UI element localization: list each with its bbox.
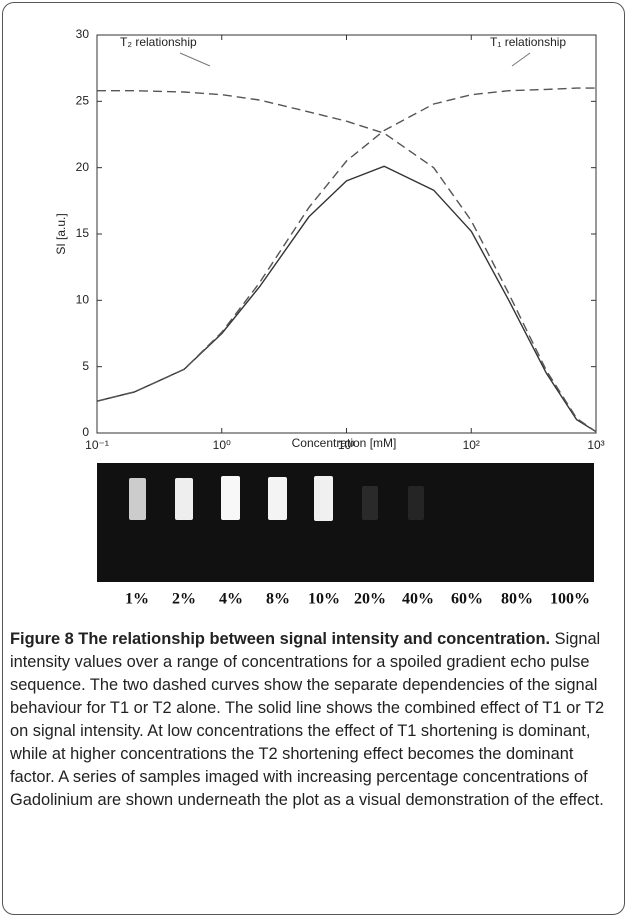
phantom-label: 60% xyxy=(451,591,483,608)
series-line xyxy=(97,90,597,433)
y-tick-label: 30 xyxy=(76,27,90,41)
chart: Concentration [mM] SI [a.u.] T₂ relation… xyxy=(54,27,605,608)
phantom-label: 80% xyxy=(501,591,533,608)
caption-text: Signal intensity values over a range of … xyxy=(10,630,605,809)
tube xyxy=(268,477,287,520)
phantom-label: 20% xyxy=(354,591,386,608)
annotation-leader xyxy=(179,52,211,67)
y-tick-label: 10 xyxy=(76,293,90,307)
caption: Figure 8 The relationship between signal… xyxy=(10,628,616,812)
y-tick-label: 15 xyxy=(76,226,90,240)
y-tick-label: 0 xyxy=(82,425,89,439)
x-tick-label: 10² xyxy=(463,438,480,452)
phantom-tubes xyxy=(129,476,424,521)
tube xyxy=(314,476,333,521)
phantom-image xyxy=(97,463,594,582)
y-axis-label: SI [a.u.] xyxy=(54,213,68,254)
phantom-label: 4% xyxy=(219,591,243,608)
y-tick-label: 5 xyxy=(82,359,89,373)
caption-title: Figure 8 The relationship between signal… xyxy=(10,630,551,648)
x-tick-label: 10¹ xyxy=(338,438,355,452)
series-line xyxy=(96,165,597,433)
x-axis-label: Concentration [mM] xyxy=(292,436,397,450)
tube xyxy=(362,486,378,520)
phantom-label: 100% xyxy=(550,591,590,608)
phantom-label: 8% xyxy=(266,591,290,608)
annotation: T₁ relationship xyxy=(490,35,566,49)
series-line xyxy=(96,87,596,402)
annotation-leader xyxy=(511,52,531,67)
phantom-label: 1% xyxy=(125,591,149,608)
phantom-label: 40% xyxy=(402,591,434,608)
y-tick-label: 20 xyxy=(76,160,90,174)
tube xyxy=(175,478,193,520)
y-tick-label: 25 xyxy=(76,94,90,108)
tube xyxy=(129,478,146,520)
x-tick-label: 10⁰ xyxy=(213,438,231,452)
annotation: T₂ relationship xyxy=(120,35,197,49)
tube xyxy=(221,476,240,520)
phantom-label: 2% xyxy=(172,591,196,608)
plot-frame xyxy=(96,34,597,434)
x-tick-label: 10⁻¹ xyxy=(85,438,109,452)
x-tick-label: 10³ xyxy=(587,438,604,452)
phantom-label: 10% xyxy=(308,591,340,608)
tube xyxy=(408,486,424,520)
